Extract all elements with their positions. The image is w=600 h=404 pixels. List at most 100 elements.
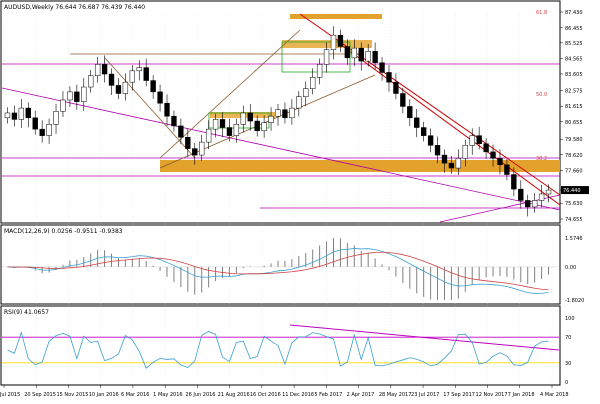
price-tick-label: 83.605 bbox=[565, 72, 583, 78]
candle-body bbox=[81, 86, 87, 102]
candle-body bbox=[469, 135, 475, 146]
current-price-badge bbox=[561, 186, 589, 195]
macd-signal-line bbox=[7, 251, 549, 291]
candle-body bbox=[199, 141, 205, 156]
candle-body bbox=[219, 119, 226, 128]
price-panel-title: AUDUSD,Weekly 76.644 76.687 76.439 76.44… bbox=[4, 4, 145, 11]
rsi-trendline[interactable] bbox=[289, 324, 560, 351]
red-channel-upper[interactable] bbox=[299, 13, 561, 196]
candle-body bbox=[337, 34, 344, 47]
rsi-tick-label: 100 bbox=[565, 316, 575, 322]
candle-body bbox=[282, 109, 288, 119]
candle-body bbox=[545, 189, 552, 195]
x-tick-label: 20 Sep 2015 bbox=[24, 392, 56, 398]
x-tick-label: 12 Nov 2017 bbox=[476, 392, 508, 398]
candle-body bbox=[358, 47, 364, 62]
candle-body bbox=[407, 106, 413, 119]
x-tick-label: 2 Apr 2017 bbox=[347, 392, 375, 398]
candle-body bbox=[226, 127, 233, 136]
candle-body bbox=[11, 112, 18, 120]
candle-body bbox=[25, 107, 31, 119]
price-tick-label: 78.620 bbox=[565, 153, 583, 159]
macd-panel-title: MACD(12,26,9) 0.0256 -0.9511 -0.9383 bbox=[4, 228, 123, 235]
candle-body bbox=[511, 174, 517, 190]
candle-body bbox=[268, 115, 274, 123]
candle-body bbox=[323, 49, 330, 65]
candle-body bbox=[434, 145, 441, 156]
candle-body bbox=[275, 109, 281, 117]
x-tick-label: 17 Sep 2017 bbox=[443, 392, 475, 398]
candle-body bbox=[233, 124, 240, 136]
candle-body bbox=[157, 91, 163, 104]
x-tick-label: 23 Jul 2017 bbox=[411, 392, 439, 398]
price-tick-label: 80.655 bbox=[565, 120, 583, 126]
candle-body bbox=[483, 143, 489, 153]
x-tick-label: 4 Mar 2018 bbox=[540, 392, 569, 398]
candle-body bbox=[247, 112, 253, 122]
candle-body bbox=[448, 162, 455, 169]
fib-level-label: 50.0 bbox=[536, 92, 547, 98]
candle-body bbox=[164, 102, 170, 117]
candle-body bbox=[39, 128, 45, 136]
price-tick-label: 87.430 bbox=[565, 10, 583, 16]
candle-body bbox=[171, 115, 177, 127]
candle-body bbox=[504, 164, 510, 175]
candle-body bbox=[136, 67, 142, 72]
rsi-indicator: 100 70 30 0 bbox=[2, 316, 575, 386]
x-tick-label: 26 Jun 2016 bbox=[185, 392, 215, 398]
rsi-line bbox=[7, 331, 549, 369]
macd-tick-label: -1.8020 bbox=[565, 298, 584, 304]
price-tick-label: 84.565 bbox=[565, 56, 583, 62]
candle-body bbox=[101, 64, 108, 75]
candle-body bbox=[4, 112, 11, 119]
candle-body bbox=[365, 51, 371, 62]
candle-body bbox=[441, 154, 448, 164]
candle-body bbox=[254, 120, 260, 132]
drawing-objects[interactable] bbox=[1, 13, 561, 223]
candle-body bbox=[94, 64, 101, 76]
red-channel-lower[interactable] bbox=[339, 43, 561, 206]
brown-trendline-3[interactable] bbox=[104, 57, 196, 159]
candle-body bbox=[372, 51, 378, 63]
candle-body bbox=[129, 70, 136, 83]
resistance-zone-top[interactable] bbox=[290, 14, 382, 19]
price-tick-label: 86.455 bbox=[565, 26, 583, 32]
rsi-tick-label: 70 bbox=[565, 335, 571, 341]
x-tick-label: 26 Jul 2015 bbox=[0, 392, 20, 398]
candle-body bbox=[344, 46, 351, 59]
candle-body bbox=[538, 193, 545, 201]
candle-body bbox=[393, 81, 399, 94]
candle-body bbox=[74, 91, 80, 102]
macd-tick-label: 0.00 bbox=[565, 265, 576, 271]
macd-line bbox=[7, 248, 549, 294]
x-tick-label: 10 Jan 2016 bbox=[89, 392, 119, 398]
x-tick-label: 5 Feb 2017 bbox=[314, 392, 342, 398]
candle-body bbox=[261, 122, 267, 132]
rsi-tick-label: 30 bbox=[565, 361, 571, 367]
axis-labels: 87.430 86.455 85.525 84.565 83.605 82.575 81.6… bbox=[0, 10, 589, 398]
candle-body bbox=[310, 77, 316, 89]
macd-panel-frame bbox=[0, 224, 561, 305]
candle-body bbox=[205, 128, 212, 143]
candle-body bbox=[414, 117, 420, 128]
candle-body bbox=[316, 64, 323, 78]
candle-body bbox=[351, 47, 357, 59]
candle-body bbox=[60, 99, 66, 112]
resistance-zone-upper[interactable] bbox=[282, 40, 372, 48]
current-price-label: 76.440 bbox=[563, 188, 581, 194]
price-panel-frame bbox=[0, 0, 561, 224]
candle-body bbox=[386, 72, 392, 83]
price-tick-label: 79.580 bbox=[565, 137, 583, 143]
fib-level-label: 61.8 bbox=[536, 10, 547, 16]
candle-body bbox=[379, 62, 385, 73]
candle-body bbox=[525, 200, 531, 208]
candle-body bbox=[53, 111, 59, 125]
grid-lines bbox=[3, 12, 553, 384]
price-tick-label: 77.660 bbox=[565, 168, 583, 174]
candle-body bbox=[427, 135, 434, 146]
x-tick-label: 16 Oct 2016 bbox=[250, 392, 281, 398]
descending-trendline[interactable] bbox=[1, 87, 561, 211]
candle-body bbox=[330, 34, 337, 51]
